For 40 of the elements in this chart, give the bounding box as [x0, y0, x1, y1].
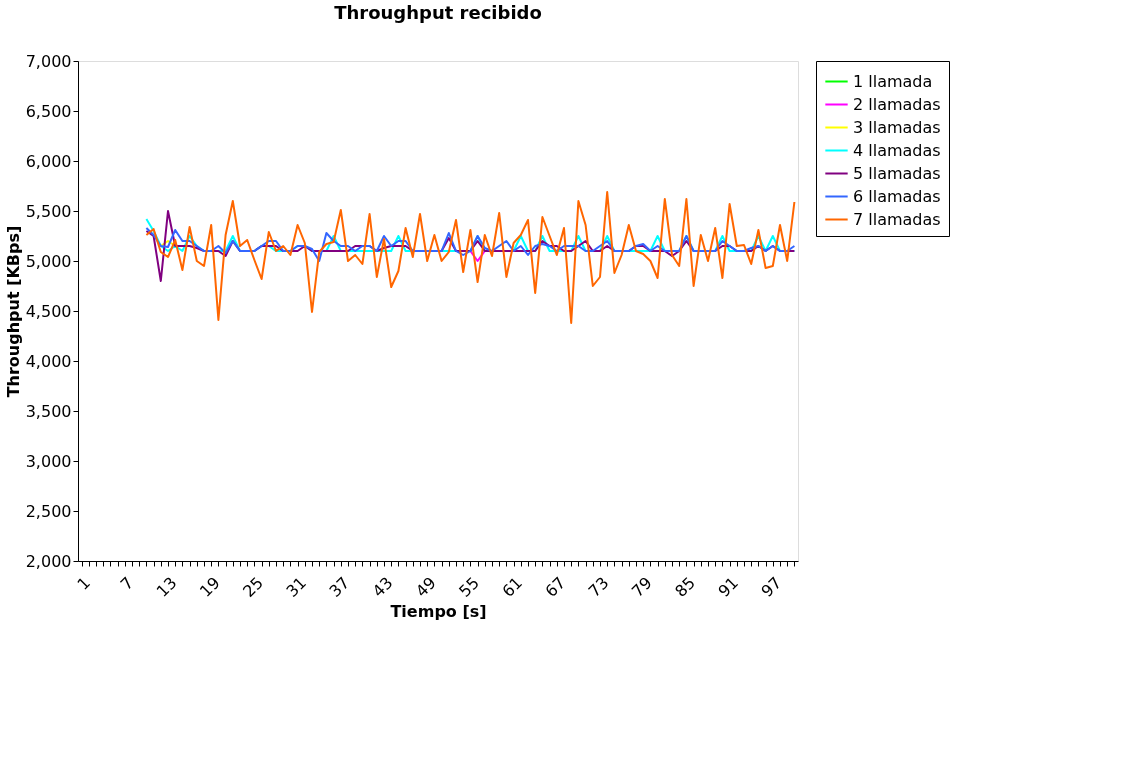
y-tick-label: 2,000: [25, 551, 72, 571]
x-tick-label: 67: [541, 573, 570, 601]
x-tick-label: 85: [671, 573, 699, 601]
y-tick-label: 5,500: [25, 201, 72, 221]
y-tick-label: 3,500: [25, 401, 72, 421]
x-axis-title: Tiempo [s]: [390, 602, 487, 622]
y-tick-label: 4,000: [25, 351, 72, 371]
y-axis-title: Throughput [KBps]: [3, 225, 23, 398]
x-tick-label: 1: [73, 573, 95, 594]
x-tick-label: 43: [368, 573, 397, 601]
legend-label: 2 llamadas: [853, 94, 941, 114]
legend-label: 6 llamadas: [853, 186, 941, 206]
x-tick-label: 55: [455, 573, 483, 601]
chart-title: Throughput recibido: [334, 2, 542, 23]
legend-label: 7 llamadas: [853, 209, 941, 229]
x-tick-label: 25: [239, 573, 267, 601]
x-tick-label: 7: [116, 573, 138, 594]
x-tick-label: 19: [195, 573, 224, 601]
x-tick-label: 97: [757, 573, 786, 601]
x-tick-label: 79: [627, 573, 656, 601]
x-tick-label: 73: [584, 573, 613, 601]
x-tick-label: 37: [325, 573, 354, 601]
y-tick-label: 6,500: [25, 101, 72, 121]
x-tick-label: 91: [714, 573, 743, 601]
y-tick-label: 4,500: [25, 301, 72, 321]
legend-label: 5 llamadas: [853, 163, 941, 183]
legend-label: 3 llamadas: [853, 117, 941, 137]
x-tick-label: 49: [411, 573, 440, 601]
y-tick-label: 6,000: [25, 151, 72, 171]
line-series: [145, 191, 796, 324]
legend-label: 1 llamada: [853, 71, 933, 91]
legend-label: 4 llamadas: [853, 140, 941, 160]
y-tick-label: 2,500: [25, 501, 72, 521]
y-tick-label: 5,000: [25, 251, 72, 271]
line-series: [145, 227, 796, 262]
x-tick-label: 61: [498, 573, 527, 601]
y-tick-label: 3,000: [25, 451, 72, 471]
x-tick-label: 13: [152, 573, 181, 601]
y-tick-label: 7,000: [25, 51, 72, 71]
x-tick-label: 31: [282, 573, 311, 601]
